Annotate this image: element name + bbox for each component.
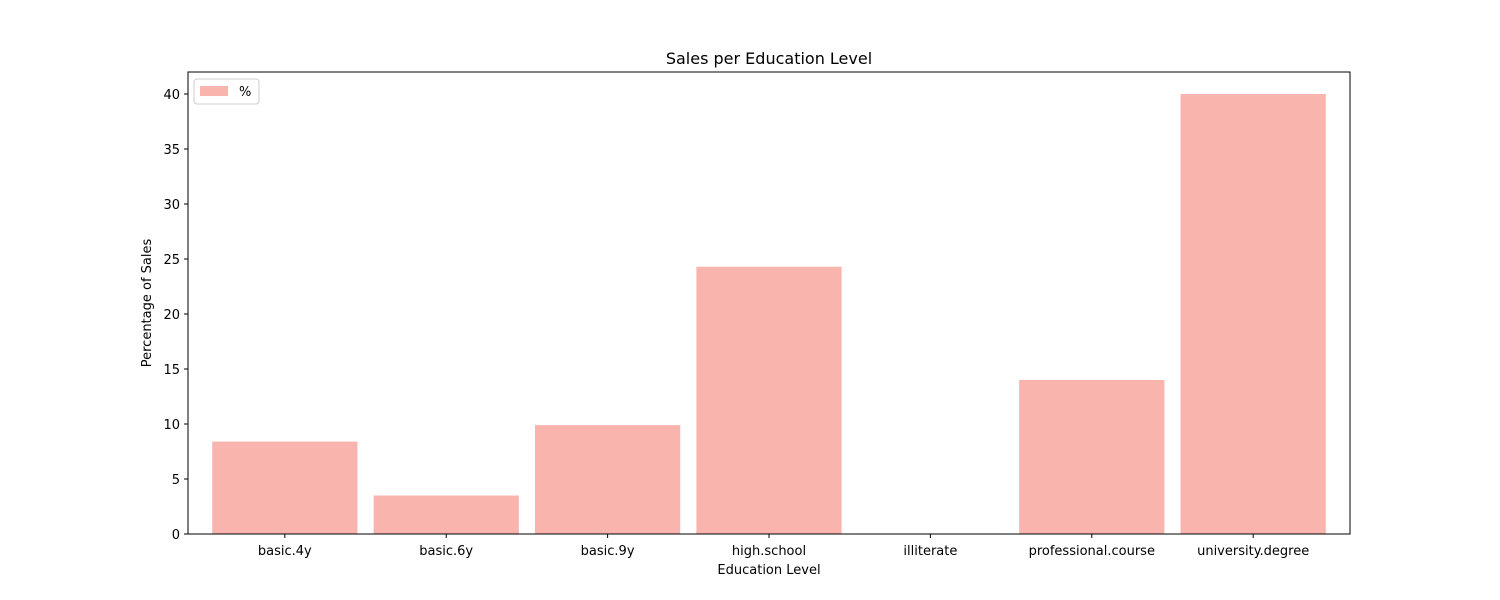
y-tick-label: 35 [163,143,180,158]
x-axis-label: Education Level [717,563,820,578]
y-tick-label: 10 [163,418,180,433]
x-tick-label: high.school [732,544,806,559]
x-tick-label: professional.course [1029,544,1155,559]
x-tick-label: basic.4y [258,544,312,559]
legend: % [193,78,260,105]
y-axis-label: Percentage of Sales [140,239,155,368]
legend-swatch [200,86,228,96]
y-tick-label: 5 [172,473,180,488]
y-tick-label: 25 [163,253,180,268]
bar-basic-9y [534,425,681,534]
x-tick-label: basic.6y [419,544,473,559]
y-tick-label: 40 [163,88,180,103]
x-tick-label: illiterate [903,544,957,559]
x-tick-label: university.degree [1197,544,1309,559]
bar-professional-course [1019,380,1165,534]
y-tick-label: 0 [172,528,180,543]
x-axis: basic.4y basic.6y basic.9y high.school illit… [258,534,1309,559]
y-tick-label: 15 [163,363,180,378]
x-tick-label: basic.9y [581,544,635,559]
y-tick-label: 20 [163,308,180,323]
bar-basic-6y [373,495,519,534]
bar-basic-4y [212,441,358,534]
y-axis: 0 5 10 15 20 25 30 35 40 [163,88,188,543]
legend-label: % [239,85,251,100]
bar-university-degree [1180,94,1326,534]
bar-high-school [696,266,842,534]
chart-title: Sales per Education Level [666,49,872,68]
bars-layer [212,94,1326,535]
y-tick-label: 30 [163,198,180,213]
